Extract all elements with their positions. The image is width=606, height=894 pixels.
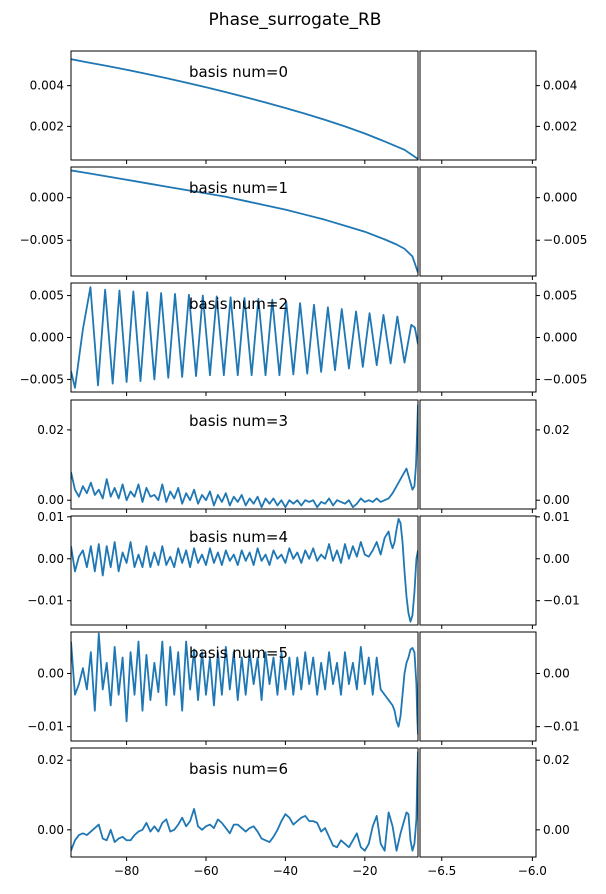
xtick-label-main-0: −80 xyxy=(114,864,139,878)
xtick-label-inset-1: −6.0 xyxy=(518,864,547,878)
ytick-label-left-1-1: 0.000 xyxy=(30,191,64,205)
ytick-label-left-5-1: 0.00 xyxy=(37,666,64,680)
ytick-label-right-4-1: 0.00 xyxy=(543,552,570,566)
xtick-label-main-1: −60 xyxy=(193,864,218,878)
panel-label-4: basis num=4 xyxy=(189,528,288,546)
inset-axes-frame-4 xyxy=(419,515,537,626)
ytick-label-right-4-0: −0.01 xyxy=(543,594,580,608)
ytick-label-left-4-2: 0.01 xyxy=(37,510,64,524)
subplot-row-3: 0.00 0.00 0.02 0.02 basis num=3 xyxy=(37,399,570,513)
ytick-label-right-5-0: −0.01 xyxy=(543,720,580,734)
ytick-label-right-1-0: −0.005 xyxy=(543,233,587,247)
ytick-label-right-0-0: 0.002 xyxy=(543,119,577,133)
ytick-label-left-2-1: 0.000 xyxy=(30,331,64,345)
ytick-label-left-2-0: −0.005 xyxy=(20,372,64,386)
ytick-label-left-5-0: −0.01 xyxy=(27,720,64,734)
main-axes-frame-6 xyxy=(70,747,419,858)
ytick-label-right-2-2: 0.005 xyxy=(543,289,577,303)
panel-label-5: basis num=5 xyxy=(189,644,288,662)
subplot-row-1: −0.005 −0.005 0.000 0.000 basis num=1 xyxy=(20,166,587,280)
main-axes-frame-0 xyxy=(70,50,419,161)
xtick-label-main-2: −40 xyxy=(273,864,298,878)
series-line-0 xyxy=(71,58,418,160)
series-line-4 xyxy=(71,518,418,623)
main-axes-frame-1 xyxy=(70,166,419,277)
ytick-label-right-2-0: −0.005 xyxy=(543,372,587,386)
ytick-label-left-0-0: 0.002 xyxy=(30,119,64,133)
ytick-label-left-1-0: −0.005 xyxy=(20,233,64,247)
ytick-label-right-6-1: 0.02 xyxy=(543,753,570,767)
inset-axes-frame-2 xyxy=(419,282,537,393)
ytick-label-left-3-1: 0.02 xyxy=(37,423,64,437)
panel-label-2: basis num=2 xyxy=(189,295,288,313)
xtick-label-main-3: −20 xyxy=(352,864,377,878)
ytick-label-left-6-0: 0.00 xyxy=(37,823,64,837)
subplot-row-0: 0.002 0.002 0.004 0.004 basis num=0 xyxy=(30,50,577,164)
main-axes-frame-3 xyxy=(70,399,419,510)
inset-axes-frame-1 xyxy=(419,166,537,277)
subplot-row-5: −0.01 −0.01 0.00 0.00 basis num=5 xyxy=(27,631,580,745)
ytick-label-left-2-2: 0.005 xyxy=(30,289,64,303)
ytick-label-left-4-1: 0.00 xyxy=(37,552,64,566)
subplot-row-6: 0.00 0.00 0.02 0.02 −80 −60 −40 −20 −6.5 −6.0 basi… xyxy=(37,747,570,878)
ytick-label-left-4-0: −0.01 xyxy=(27,594,64,608)
ytick-label-right-0-1: 0.004 xyxy=(543,79,577,93)
series-line-5 xyxy=(71,632,418,735)
main-axes-frame-4 xyxy=(70,515,419,626)
ytick-label-right-4-2: 0.01 xyxy=(543,510,570,524)
series-line-2 xyxy=(71,286,418,389)
ytick-label-left-6-1: 0.02 xyxy=(37,753,64,767)
series-line-3 xyxy=(71,404,418,509)
panel-label-6: basis num=6 xyxy=(189,760,288,778)
subplot-row-2: −0.005 −0.005 0.000 0.000 0.005 0.005 basis nu… xyxy=(20,282,587,396)
figure-title: Phase_surrogate_RB xyxy=(209,10,382,30)
ytick-label-right-5-1: 0.00 xyxy=(543,666,570,680)
ytick-label-right-6-0: 0.00 xyxy=(543,823,570,837)
subplot-row-4: −0.01 −0.01 0.00 0.00 0.01 0.01 basis num=4 xyxy=(27,510,580,629)
ytick-label-left-3-0: 0.00 xyxy=(37,493,64,507)
inset-axes-frame-0 xyxy=(419,50,537,161)
inset-axes-frame-5 xyxy=(419,631,537,742)
series-line-1 xyxy=(71,169,418,273)
panel-label-3: basis num=3 xyxy=(189,412,288,430)
xtick-label-inset-0: −6.5 xyxy=(427,864,456,878)
inset-axes-frame-3 xyxy=(419,399,537,510)
ytick-label-right-3-0: 0.00 xyxy=(543,493,570,507)
inset-axes-frame-6 xyxy=(419,747,537,858)
ytick-label-left-0-1: 0.004 xyxy=(30,79,64,93)
panel-label-0: basis num=0 xyxy=(189,63,288,81)
panel-label-1: basis num=1 xyxy=(189,179,288,197)
ytick-label-right-2-1: 0.000 xyxy=(543,331,577,345)
main-axes-frame-5 xyxy=(70,631,419,742)
series-line-6 xyxy=(71,751,418,852)
ytick-label-right-3-1: 0.02 xyxy=(543,423,570,437)
ytick-label-right-1-1: 0.000 xyxy=(543,191,577,205)
